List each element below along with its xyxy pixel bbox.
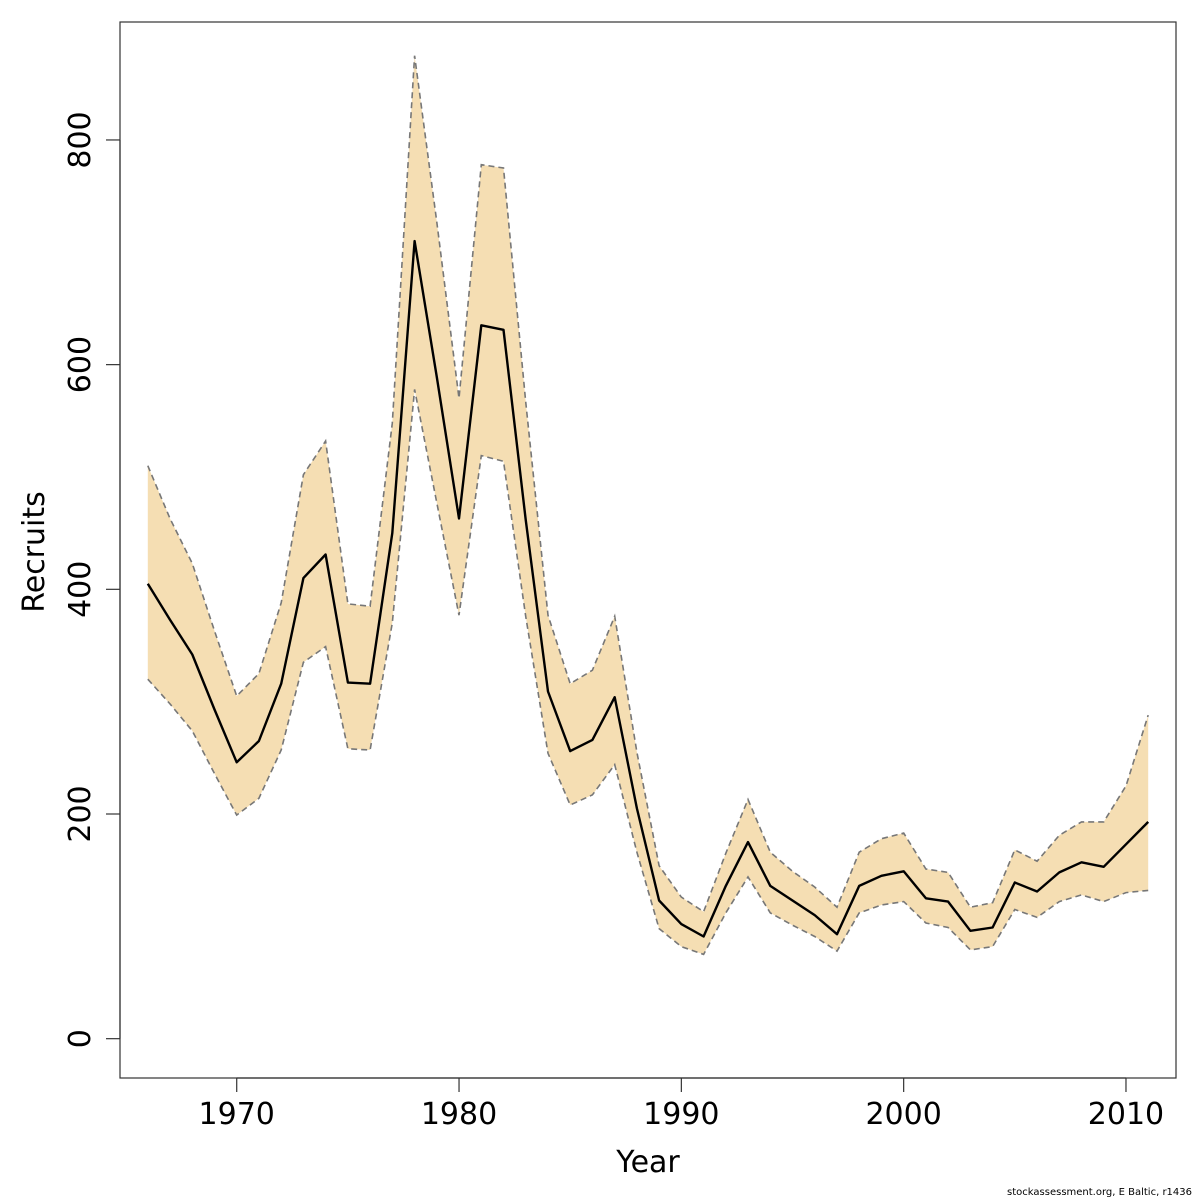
plot-frame bbox=[119, 21, 1177, 1079]
y-tick-label: 800 bbox=[63, 111, 98, 168]
x-axis-title: Year bbox=[615, 1145, 680, 1180]
x-tick-label: 2000 bbox=[865, 1097, 941, 1132]
x-tick-label: 1970 bbox=[199, 1097, 275, 1132]
confidence-band bbox=[147, 55, 1149, 955]
upper-bound-line bbox=[147, 55, 1149, 913]
y-axis-title: Recruits bbox=[17, 491, 52, 613]
plot-area bbox=[146, 55, 1150, 956]
y-tick-label: 400 bbox=[63, 561, 98, 618]
median-line bbox=[146, 239, 1150, 938]
y-tick-label: 200 bbox=[63, 785, 98, 842]
x-tick-label: 1980 bbox=[421, 1097, 497, 1132]
footer-credit: stockassessment.org, E Baltic, r1436 bbox=[1007, 1187, 1192, 1198]
y-tick-label: 0 bbox=[63, 1029, 98, 1048]
y-tick-label: 600 bbox=[63, 336, 98, 393]
x-tick-label: 2010 bbox=[1088, 1097, 1164, 1132]
x-tick-label: 1990 bbox=[643, 1097, 719, 1132]
lower-bound-line bbox=[147, 389, 1149, 956]
